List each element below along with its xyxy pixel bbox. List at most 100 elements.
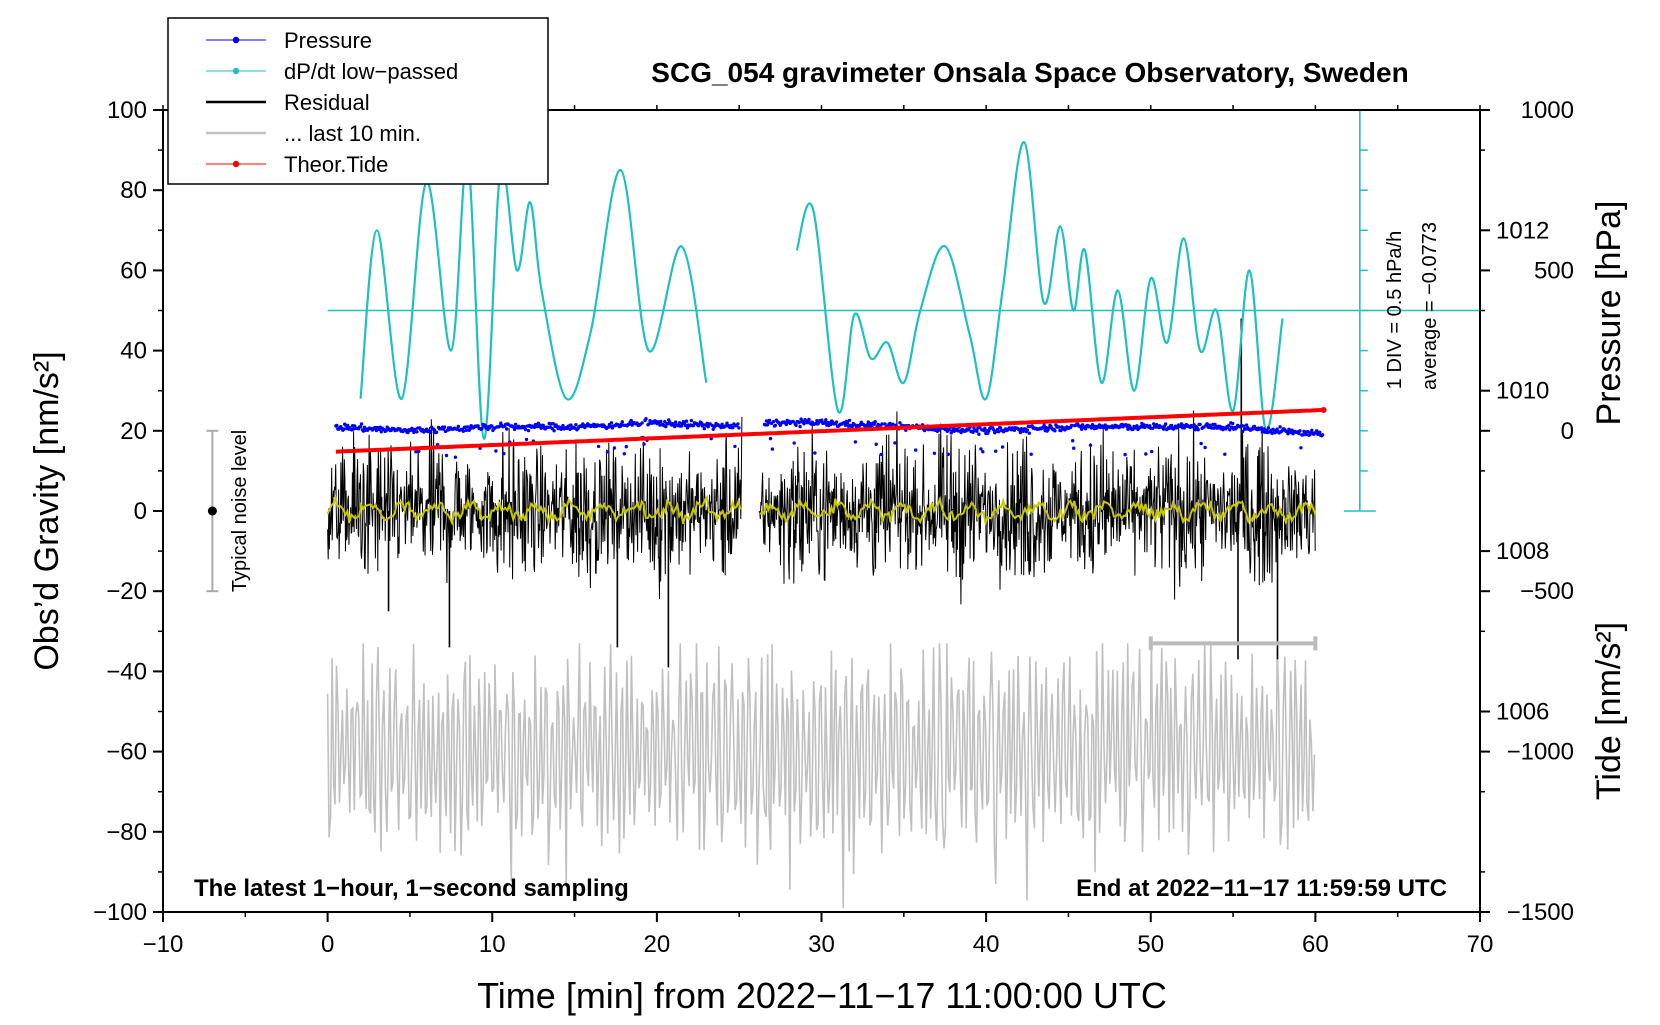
pressure-point — [1299, 446, 1303, 450]
pressure-point — [1318, 430, 1322, 434]
pressure-point — [1271, 427, 1275, 431]
legend-swatch-dot — [232, 160, 240, 168]
x-tick-label: 70 — [1467, 931, 1494, 958]
pressure-point — [526, 428, 531, 433]
pressure-point — [996, 430, 1001, 434]
pressure-point — [972, 426, 976, 430]
pressure-point — [480, 426, 484, 431]
pressure-point — [644, 417, 648, 421]
pressure-point — [1306, 430, 1310, 434]
pressure-point — [1298, 429, 1302, 433]
legend-label: Residual — [284, 90, 370, 115]
pressure-point — [1260, 430, 1265, 434]
y-left-tick-label: −40 — [106, 658, 147, 685]
last-10-min-line — [326, 643, 1316, 909]
annotations-layer — [206, 109, 1480, 651]
residual-series — [327, 318, 1316, 668]
pressure-point — [1278, 425, 1282, 429]
pressure-point — [874, 442, 878, 446]
pressure-point — [539, 426, 543, 430]
pressure-point — [898, 421, 902, 425]
residual-smoothed-series — [326, 494, 1317, 527]
pressure-point — [992, 428, 996, 432]
pressure-point — [1053, 429, 1057, 433]
pressure-point — [1266, 426, 1271, 430]
pressure-point — [444, 453, 449, 458]
pressure-point — [1027, 431, 1032, 435]
pressure-point — [684, 419, 689, 423]
legend-box — [167, 17, 549, 185]
pressure-point — [834, 420, 839, 424]
pressure-point — [412, 430, 416, 435]
pressure-point — [847, 418, 852, 423]
y-left-tick-label: 100 — [107, 97, 147, 124]
average-label: average = −0.0773 — [1419, 222, 1441, 390]
x-tick-label: 10 — [479, 931, 506, 958]
pressure-point — [552, 429, 556, 433]
dpdt-line-segment-1 — [359, 156, 708, 440]
pressure-point — [1042, 423, 1046, 427]
pressure-point — [677, 421, 682, 425]
pressure-point — [720, 422, 724, 426]
pressure-series — [334, 417, 1325, 459]
pressure-point — [1072, 446, 1076, 450]
pressure-point — [569, 423, 573, 427]
pressure-point — [946, 452, 950, 456]
pressure-point — [823, 420, 827, 425]
pressure-point — [702, 426, 706, 431]
x-axis-label: Time [min] from 2022−11−17 11:00:00 UTC — [477, 975, 1167, 1016]
pressure-point — [736, 422, 740, 426]
y-pressure-tick-label: 1006 — [1496, 699, 1549, 726]
pressure-point — [883, 422, 887, 426]
pressure-point — [624, 445, 628, 449]
x-tick-label: 50 — [1137, 931, 1164, 958]
pressure-point — [490, 424, 494, 428]
pressure-point — [1135, 424, 1139, 428]
pressure-point — [893, 441, 897, 445]
pressure-point — [574, 423, 578, 427]
y-left-tick-label: 0 — [134, 498, 147, 525]
pressure-point — [829, 422, 833, 427]
pressure-point — [1205, 422, 1209, 426]
pressure-point — [1057, 425, 1061, 429]
pressure-point — [453, 455, 458, 459]
y-tide-tick-label: 1000 — [1521, 97, 1574, 124]
legend-label: ... last 10 min. — [284, 121, 421, 146]
pressure-point — [807, 417, 811, 422]
pressure-point — [873, 420, 877, 424]
tide-series — [335, 406, 1327, 454]
pressure-point — [1310, 428, 1314, 432]
pressure-point — [1223, 452, 1227, 456]
pressure-point — [1297, 431, 1301, 436]
y-tide-tick-label: −1500 — [1507, 899, 1574, 926]
pressure-point — [791, 419, 795, 424]
pressure-point — [768, 436, 773, 441]
x-tick-label: 0 — [321, 931, 334, 958]
pressure-point — [994, 449, 998, 453]
y-left-tick-label: −20 — [106, 578, 147, 605]
y-left-tick-label: 80 — [120, 177, 147, 204]
pressure-point — [771, 420, 776, 424]
pressure-point — [1196, 428, 1200, 432]
pressure-point — [609, 421, 614, 425]
pressure-point — [932, 451, 937, 455]
pressure-point — [434, 430, 439, 434]
y-tide-tick-label: −500 — [1520, 578, 1574, 605]
pressure-point — [1044, 425, 1048, 430]
pressure-point — [1070, 423, 1074, 428]
pressure-point — [335, 423, 339, 428]
pressure-point — [642, 442, 646, 446]
pressure-point — [456, 424, 460, 429]
pressure-point — [1083, 427, 1088, 431]
pressure-point — [414, 450, 418, 454]
pressure-point — [673, 420, 678, 424]
pressure-point — [1227, 423, 1231, 428]
pressure-point — [622, 452, 626, 456]
y-left-tick-label: 20 — [120, 418, 147, 445]
pressure-point — [417, 449, 421, 453]
pressure-point — [770, 447, 775, 451]
pressure-point — [1144, 452, 1148, 456]
legend-label: Pressure — [284, 28, 372, 53]
bottom-right-note: End at 2022−11−17 11:59:59 UTC — [1076, 875, 1447, 902]
pressure-point — [1301, 433, 1305, 437]
